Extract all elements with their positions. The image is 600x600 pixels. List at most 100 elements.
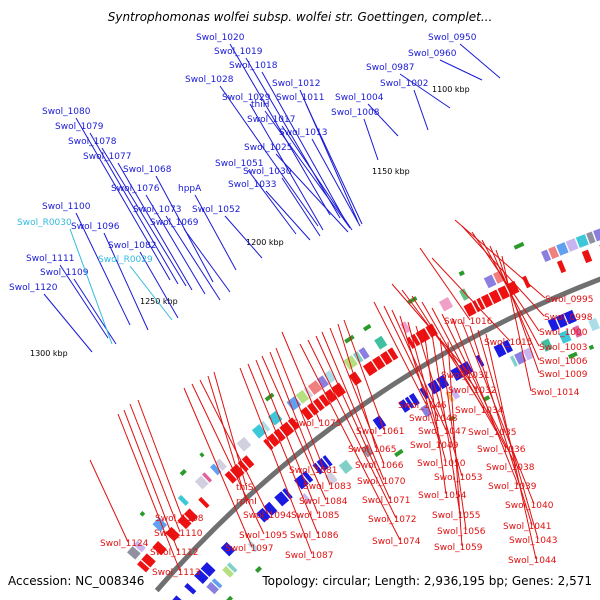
feature-block	[241, 455, 255, 469]
feature-block	[274, 491, 290, 507]
leader-line	[441, 313, 517, 467]
feature-block	[324, 388, 338, 403]
feature-block	[459, 288, 470, 301]
feature-block	[547, 317, 560, 332]
leader-line	[299, 343, 401, 541]
feature-block	[493, 343, 507, 358]
gene-label: Swol_1002	[380, 79, 429, 89]
gene-label: Swol_1020	[196, 33, 245, 43]
gene-label: Swol_1073	[133, 205, 182, 215]
feature-block	[220, 541, 236, 557]
feature-block	[394, 448, 404, 458]
leader-line	[321, 331, 385, 481]
feature-block	[199, 452, 205, 458]
gene-label: Swol_1038	[486, 463, 535, 473]
feature-block	[236, 436, 252, 452]
gene-label: Swol_1068	[123, 165, 172, 175]
feature-block	[572, 325, 583, 338]
gene-label: Swol_1009	[539, 370, 588, 380]
gene-label: thiH	[251, 100, 270, 110]
gene-label: Swol_1015	[484, 338, 533, 348]
feature-block	[210, 463, 222, 476]
leader-line	[469, 325, 533, 526]
feature-block	[214, 458, 227, 471]
feature-block	[224, 470, 237, 484]
feature-block	[522, 347, 535, 361]
gene-label: Swol_1072	[368, 515, 417, 525]
gene-label: Swol_1111	[26, 254, 75, 264]
leader-line	[439, 59, 483, 81]
gene-label: Swol_1043	[509, 536, 558, 546]
gene-label: Swol_1034	[455, 406, 504, 416]
gene-label: Swol_1059	[434, 543, 483, 553]
leader-line	[117, 162, 193, 291]
leader-line	[69, 228, 113, 345]
feature-block	[564, 309, 577, 325]
gene-label: Swol_1055	[432, 511, 481, 521]
kbp-label: 1250 kbp	[140, 297, 178, 306]
leader-line	[419, 247, 471, 321]
gene-label: Swol_1083	[303, 482, 352, 492]
feature-block	[358, 347, 370, 360]
leader-line	[239, 367, 313, 555]
feature-block	[476, 297, 486, 311]
page-title: Syntrophomonas wolfei subsp. wolfei str.…	[107, 10, 493, 24]
leader-line	[59, 264, 109, 339]
feature-block	[556, 242, 569, 256]
gene-label: Swol_1040	[505, 501, 554, 511]
gene-label: Swol_1019	[214, 47, 263, 57]
gene-label: Swol_0960	[408, 49, 457, 59]
leader-line	[307, 339, 397, 519]
feature-block	[420, 404, 433, 418]
feature-block	[438, 296, 454, 312]
gene-label: Swol_1053	[434, 473, 483, 483]
kbp-label: 1150 kbp	[372, 167, 410, 176]
feature-block	[177, 514, 192, 530]
feature-block	[593, 228, 600, 242]
feature-block	[323, 370, 337, 384]
feature-block	[374, 335, 388, 350]
feature-block	[415, 327, 431, 344]
feature-block	[137, 560, 150, 573]
leader-line	[129, 403, 181, 533]
gene-label: Swol_1050	[417, 459, 466, 469]
gene-label: Swol_1077	[83, 152, 132, 162]
leader-line	[305, 103, 363, 225]
feature-block	[316, 457, 329, 472]
leader-line	[224, 215, 263, 259]
gene-label: Swol_1082	[108, 241, 157, 251]
gene-label: rpmI	[236, 497, 257, 507]
feature-block	[408, 392, 420, 406]
leader-line	[447, 341, 463, 547]
feature-block	[152, 541, 167, 556]
leader-line	[255, 359, 319, 515]
feature-block	[324, 471, 338, 486]
feature-block	[312, 398, 325, 412]
gene-label: Swol_1048	[409, 414, 458, 424]
leader-line	[329, 327, 385, 465]
leader-line	[399, 73, 451, 109]
leader-line	[219, 85, 319, 227]
gene-label: Swol_1066	[355, 461, 404, 471]
gene-label: Swol_1086	[290, 531, 339, 541]
feature-block	[126, 546, 141, 560]
feature-block	[372, 355, 386, 371]
gene-label: Swol_1054	[418, 491, 467, 501]
leader-line	[343, 319, 385, 431]
gene-label: Swol_1031	[441, 371, 490, 381]
feature-block	[407, 296, 418, 305]
feature-block	[556, 260, 567, 274]
gc-marks-inner	[226, 344, 595, 600]
gene-label: Swol_1051	[215, 159, 264, 169]
gene-label: Swol_1096	[71, 222, 120, 232]
gene-label: Swol_1112	[150, 548, 199, 558]
leader-line	[275, 347, 331, 486]
gene-label: Swol_1018	[229, 61, 278, 71]
feature-block	[302, 493, 312, 504]
leader-line	[73, 278, 117, 345]
leader-line	[269, 351, 317, 470]
gene-label: hppA	[178, 184, 202, 194]
feature-block	[449, 387, 461, 400]
gene-label: Swol_1046	[398, 401, 447, 411]
